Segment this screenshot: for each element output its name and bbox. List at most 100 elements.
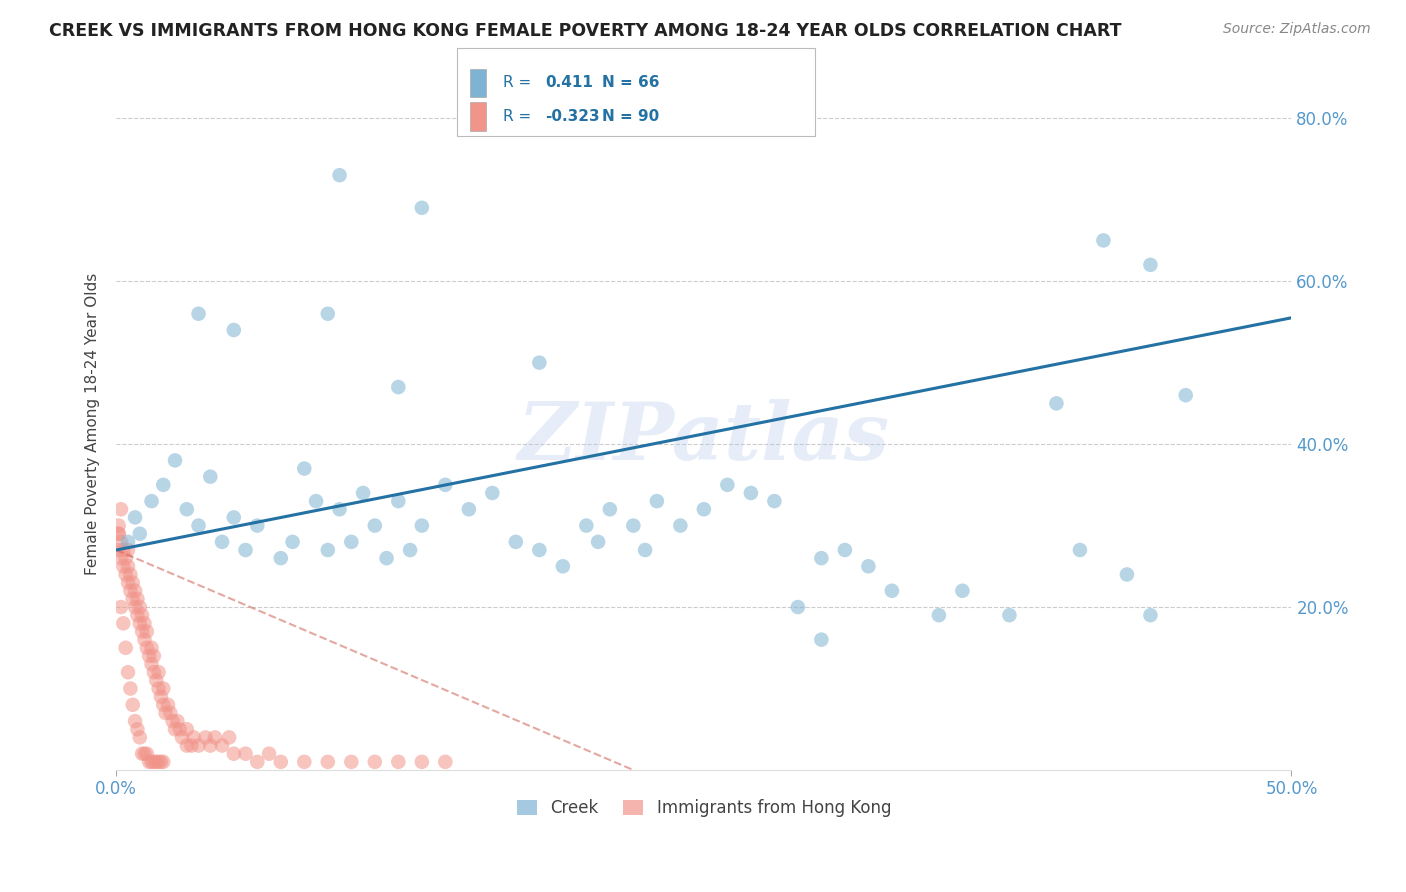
Text: R =: R =: [503, 76, 531, 90]
Point: [152, 478, 174, 492]
Point: [634, 543, 657, 558]
Point: [481, 486, 503, 500]
Point: [117, 543, 139, 558]
Point: [135, 747, 157, 761]
Point: [257, 747, 280, 761]
Point: [235, 543, 257, 558]
Text: R =: R =: [503, 110, 531, 124]
Point: [145, 755, 167, 769]
Point: [176, 739, 198, 753]
Point: [340, 534, 363, 549]
Point: [124, 714, 146, 728]
Point: [1116, 567, 1139, 582]
Legend: Creek, Immigrants from Hong Kong: Creek, Immigrants from Hong Kong: [510, 793, 898, 824]
Point: [127, 591, 149, 606]
Point: [786, 600, 808, 615]
Point: [110, 600, 132, 615]
Point: [599, 502, 621, 516]
Point: [763, 494, 786, 508]
Y-axis label: Female Poverty Among 18-24 Year Olds: Female Poverty Among 18-24 Year Olds: [86, 273, 100, 574]
Point: [120, 681, 142, 696]
Point: [162, 714, 184, 728]
Point: [270, 755, 292, 769]
Point: [183, 731, 205, 745]
Point: [375, 551, 398, 566]
Point: [1092, 234, 1115, 248]
Point: [107, 526, 129, 541]
Point: [218, 731, 240, 745]
Point: [586, 534, 609, 549]
Point: [529, 356, 551, 370]
Text: N = 90: N = 90: [602, 110, 659, 124]
Point: [316, 755, 339, 769]
Point: [166, 714, 188, 728]
Point: [316, 307, 339, 321]
Point: [131, 747, 153, 761]
Point: [1069, 543, 1091, 558]
Point: [329, 168, 352, 182]
Point: [128, 731, 150, 745]
Point: [134, 616, 156, 631]
Point: [505, 534, 527, 549]
Point: [387, 494, 409, 508]
Point: [292, 755, 315, 769]
Point: [187, 518, 209, 533]
Point: [669, 518, 692, 533]
Point: [364, 755, 387, 769]
Point: [1139, 608, 1161, 623]
Point: [399, 543, 422, 558]
Point: [135, 624, 157, 639]
Point: [387, 755, 409, 769]
Point: [124, 600, 146, 615]
Point: [645, 494, 668, 508]
Point: [292, 461, 315, 475]
Point: [142, 755, 165, 769]
Point: [180, 739, 202, 753]
Point: [998, 608, 1021, 623]
Point: [211, 534, 233, 549]
Point: [235, 747, 257, 761]
Point: [156, 698, 179, 712]
Point: [135, 640, 157, 655]
Point: [740, 486, 762, 500]
Point: [411, 201, 433, 215]
Point: [716, 478, 738, 492]
Point: [114, 640, 136, 655]
Point: [112, 543, 135, 558]
Point: [693, 502, 716, 516]
Point: [152, 755, 174, 769]
Point: [120, 583, 142, 598]
Point: [810, 551, 832, 566]
Point: [127, 723, 149, 737]
Text: CREEK VS IMMIGRANTS FROM HONG KONG FEMALE POVERTY AMONG 18-24 YEAR OLDS CORRELAT: CREEK VS IMMIGRANTS FROM HONG KONG FEMAL…: [49, 22, 1122, 40]
Point: [107, 526, 129, 541]
Point: [176, 502, 198, 516]
Point: [169, 723, 191, 737]
Point: [858, 559, 880, 574]
Point: [411, 755, 433, 769]
Point: [211, 739, 233, 753]
Point: [340, 755, 363, 769]
Point: [152, 681, 174, 696]
Point: [141, 755, 163, 769]
Text: 0.411: 0.411: [546, 76, 593, 90]
Point: [176, 723, 198, 737]
Point: [141, 640, 163, 655]
Point: [1045, 396, 1067, 410]
Point: [138, 648, 160, 663]
Point: [112, 559, 135, 574]
Point: [222, 323, 245, 337]
Point: [575, 518, 598, 533]
Point: [352, 486, 374, 500]
Point: [128, 526, 150, 541]
Point: [131, 624, 153, 639]
Point: [457, 502, 479, 516]
Point: [142, 665, 165, 680]
Point: [138, 755, 160, 769]
Point: [128, 616, 150, 631]
Point: [163, 723, 186, 737]
Text: N = 66: N = 66: [602, 76, 659, 90]
Point: [880, 583, 903, 598]
Point: [928, 608, 950, 623]
Point: [114, 567, 136, 582]
